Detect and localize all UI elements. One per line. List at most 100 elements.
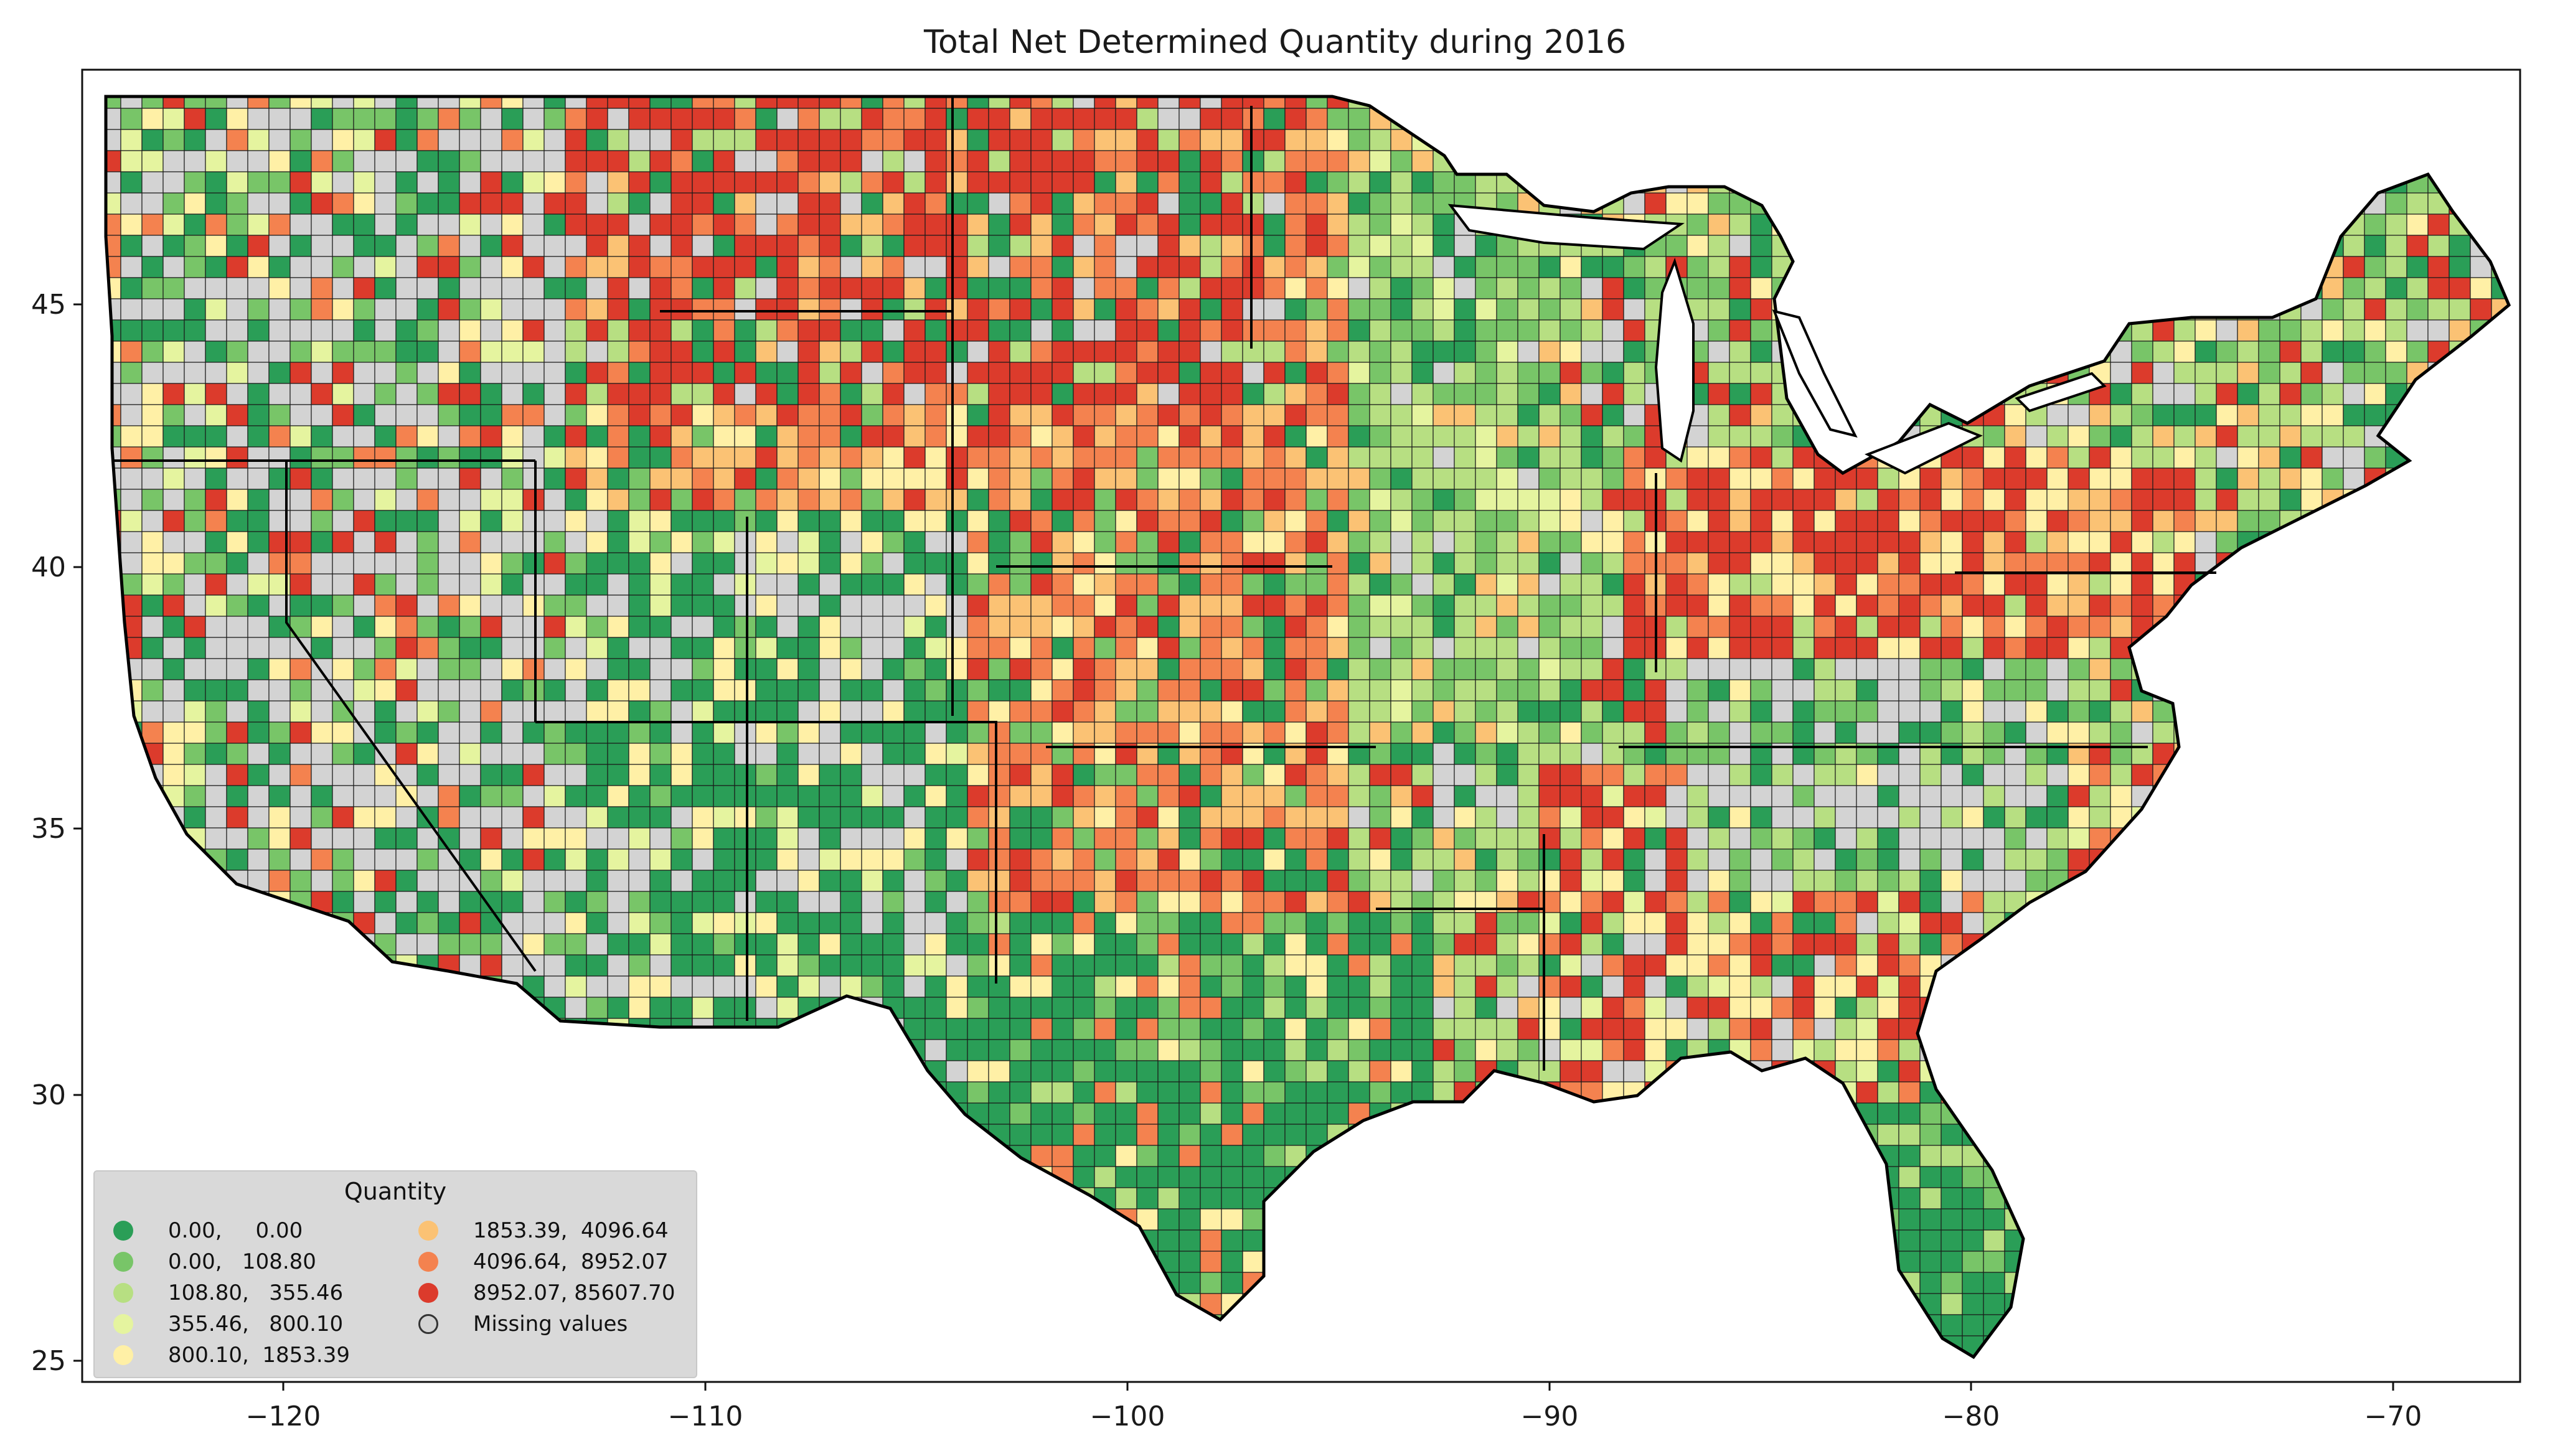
county-cell bbox=[1729, 319, 1751, 342]
county-cell bbox=[1517, 277, 1540, 299]
county-cell bbox=[1242, 891, 1264, 913]
county-cell bbox=[374, 150, 397, 172]
county-cell bbox=[1750, 319, 1772, 342]
county-cell bbox=[924, 933, 947, 956]
county-cell bbox=[416, 425, 439, 448]
county-cell bbox=[226, 806, 248, 829]
county-cell bbox=[1263, 341, 1286, 363]
county-cell bbox=[226, 192, 248, 215]
county-cell bbox=[1941, 870, 1963, 892]
county-cell bbox=[205, 785, 227, 807]
county-cell bbox=[586, 573, 608, 596]
county-cell bbox=[2237, 383, 2259, 405]
county-cell bbox=[1327, 594, 1349, 617]
county-cell bbox=[903, 975, 926, 998]
county-cell bbox=[1094, 975, 1116, 998]
county-cell bbox=[819, 129, 841, 151]
county-cell bbox=[120, 108, 143, 130]
county-cell bbox=[205, 362, 227, 384]
county-cell bbox=[2216, 362, 2238, 384]
county-cell bbox=[416, 489, 439, 511]
county-cell bbox=[1538, 933, 1561, 956]
county-cell bbox=[755, 319, 778, 342]
county-cell bbox=[1687, 552, 1709, 575]
county-cell bbox=[184, 658, 206, 680]
county-cell bbox=[1771, 912, 1794, 934]
county-cell bbox=[903, 785, 926, 807]
county-cell bbox=[692, 277, 714, 299]
county-cell bbox=[1814, 891, 1836, 913]
county-cell bbox=[713, 827, 735, 850]
county-cell bbox=[1983, 827, 2005, 850]
county-cell bbox=[1094, 129, 1116, 151]
county-cell bbox=[861, 764, 883, 786]
county-cell bbox=[1306, 870, 1328, 892]
county-cell bbox=[734, 997, 756, 1019]
county-cell bbox=[903, 891, 926, 913]
county-cell bbox=[565, 552, 587, 575]
county-cell bbox=[1496, 510, 1518, 532]
county-cell bbox=[734, 150, 756, 172]
county-cell bbox=[692, 658, 714, 680]
county-cell bbox=[1687, 489, 1709, 511]
county-cell bbox=[1581, 891, 1603, 913]
county-cell bbox=[1052, 489, 1074, 511]
county-cell bbox=[1009, 108, 1032, 130]
county-cell bbox=[1687, 891, 1709, 913]
county-cell bbox=[1496, 594, 1518, 617]
county-cell bbox=[1856, 510, 1878, 532]
county-cell bbox=[501, 171, 524, 194]
county-cell bbox=[882, 870, 905, 892]
county-cell bbox=[649, 129, 672, 151]
county-cell bbox=[1665, 467, 1688, 490]
county-cell bbox=[2152, 362, 2175, 384]
county-cell bbox=[1179, 700, 1201, 723]
county-cell bbox=[332, 341, 354, 363]
county-cell bbox=[1327, 150, 1349, 172]
county-cell bbox=[755, 192, 778, 215]
county-cell bbox=[1433, 425, 1455, 448]
county-cell bbox=[353, 489, 375, 511]
county-cell bbox=[755, 954, 778, 977]
county-cell bbox=[1369, 404, 1391, 426]
county-cell bbox=[416, 594, 439, 617]
county-cell bbox=[289, 531, 312, 553]
county-cell bbox=[1665, 531, 1688, 553]
county-cell bbox=[1433, 785, 1455, 807]
county-cell bbox=[1115, 912, 1137, 934]
county-cell bbox=[861, 827, 883, 850]
county-cell bbox=[1369, 616, 1391, 638]
county-cell bbox=[797, 319, 820, 342]
county-cell bbox=[1856, 700, 1878, 723]
county-cell bbox=[713, 658, 735, 680]
county-cell bbox=[459, 362, 481, 384]
county-cell bbox=[1284, 954, 1307, 977]
county-cell bbox=[1919, 870, 1942, 892]
county-cell bbox=[946, 954, 968, 977]
county-cell bbox=[1708, 510, 1730, 532]
county-cell bbox=[1602, 764, 1624, 786]
county-cell bbox=[586, 764, 608, 786]
county-cell bbox=[1157, 594, 1180, 617]
county-cell bbox=[2364, 383, 2386, 405]
county-cell bbox=[1496, 785, 1518, 807]
county-cell bbox=[416, 891, 439, 913]
county-cell bbox=[1221, 679, 1243, 702]
county-cell bbox=[924, 129, 947, 151]
county-cell bbox=[840, 341, 862, 363]
county-cell bbox=[1136, 870, 1159, 892]
county-cell bbox=[1433, 341, 1455, 363]
county-cell bbox=[755, 362, 778, 384]
county-cell bbox=[946, 150, 968, 172]
county-cell bbox=[734, 891, 756, 913]
county-cell bbox=[2300, 446, 2323, 469]
county-cell bbox=[1136, 235, 1159, 257]
county-cell bbox=[628, 383, 651, 405]
county-cell bbox=[734, 467, 756, 490]
county-cell bbox=[1284, 129, 1307, 151]
county-cell bbox=[1623, 954, 1645, 977]
county-cell bbox=[543, 785, 566, 807]
county-cell bbox=[1771, 891, 1794, 913]
county-cell bbox=[1856, 933, 1878, 956]
county-cell bbox=[2343, 467, 2365, 490]
